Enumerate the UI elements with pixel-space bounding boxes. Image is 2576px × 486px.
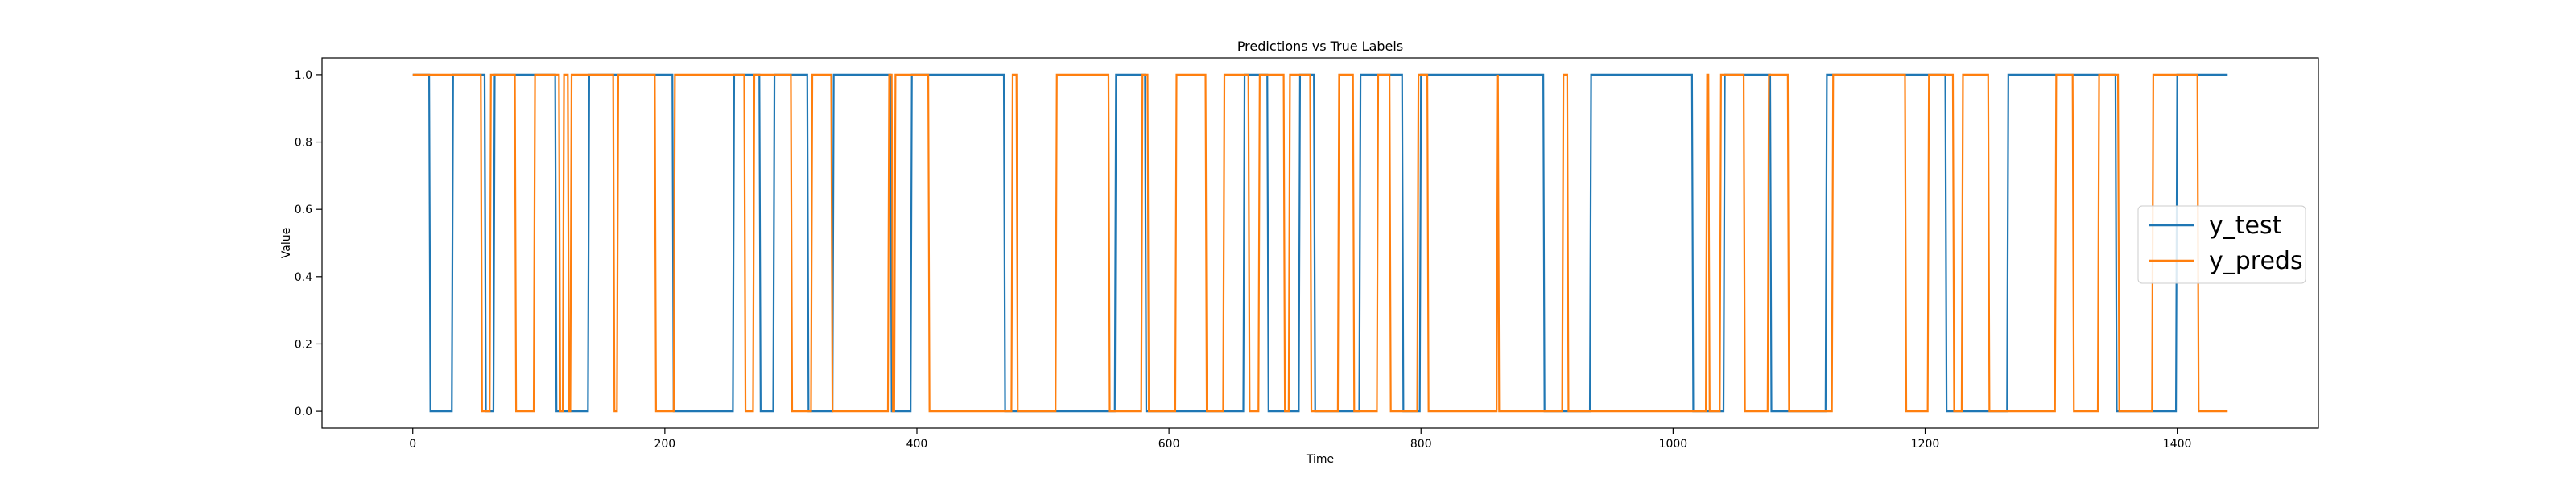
- ticks-layer: 0 200 400 600 800 1000 1200 1400 0.0 0.2 0.4 0.6 0.8…: [295, 69, 2192, 451]
- y-tick-label: 0.8: [295, 137, 312, 150]
- x-tick-label: 1000: [1659, 438, 1688, 451]
- y-axis-label: Value: [280, 228, 293, 258]
- chart-title: Predictions vs True Labels: [1237, 39, 1403, 54]
- x-tick-label: 400: [906, 438, 928, 451]
- x-tick-label: 0: [409, 438, 416, 451]
- y-tick-label: 0.0: [295, 406, 312, 418]
- y-tick-label: 0.4: [295, 271, 312, 284]
- x-tick-label: 800: [1410, 438, 1432, 451]
- x-tick-label: 200: [654, 438, 675, 451]
- y-tick-label: 0.2: [295, 338, 312, 351]
- legend-label-y_preds: y_preds: [2209, 247, 2303, 275]
- y-tick-label: 1.0: [295, 69, 312, 82]
- series-layer: [412, 73, 2228, 413]
- x-tick-label: 1200: [1911, 438, 1940, 451]
- legend: y_test y_preds: [2137, 205, 2306, 284]
- legend-label-y_test: y_test: [2209, 212, 2282, 240]
- plot-frame: [321, 57, 2319, 429]
- series-line-y_test: [412, 73, 2228, 413]
- x-tick-label: 1400: [2163, 438, 2192, 451]
- x-axis-label: Time: [1306, 453, 1334, 466]
- y-tick-label: 0.6: [295, 204, 312, 216]
- series-line-y_preds: [412, 73, 2228, 413]
- x-tick-label: 600: [1158, 438, 1180, 451]
